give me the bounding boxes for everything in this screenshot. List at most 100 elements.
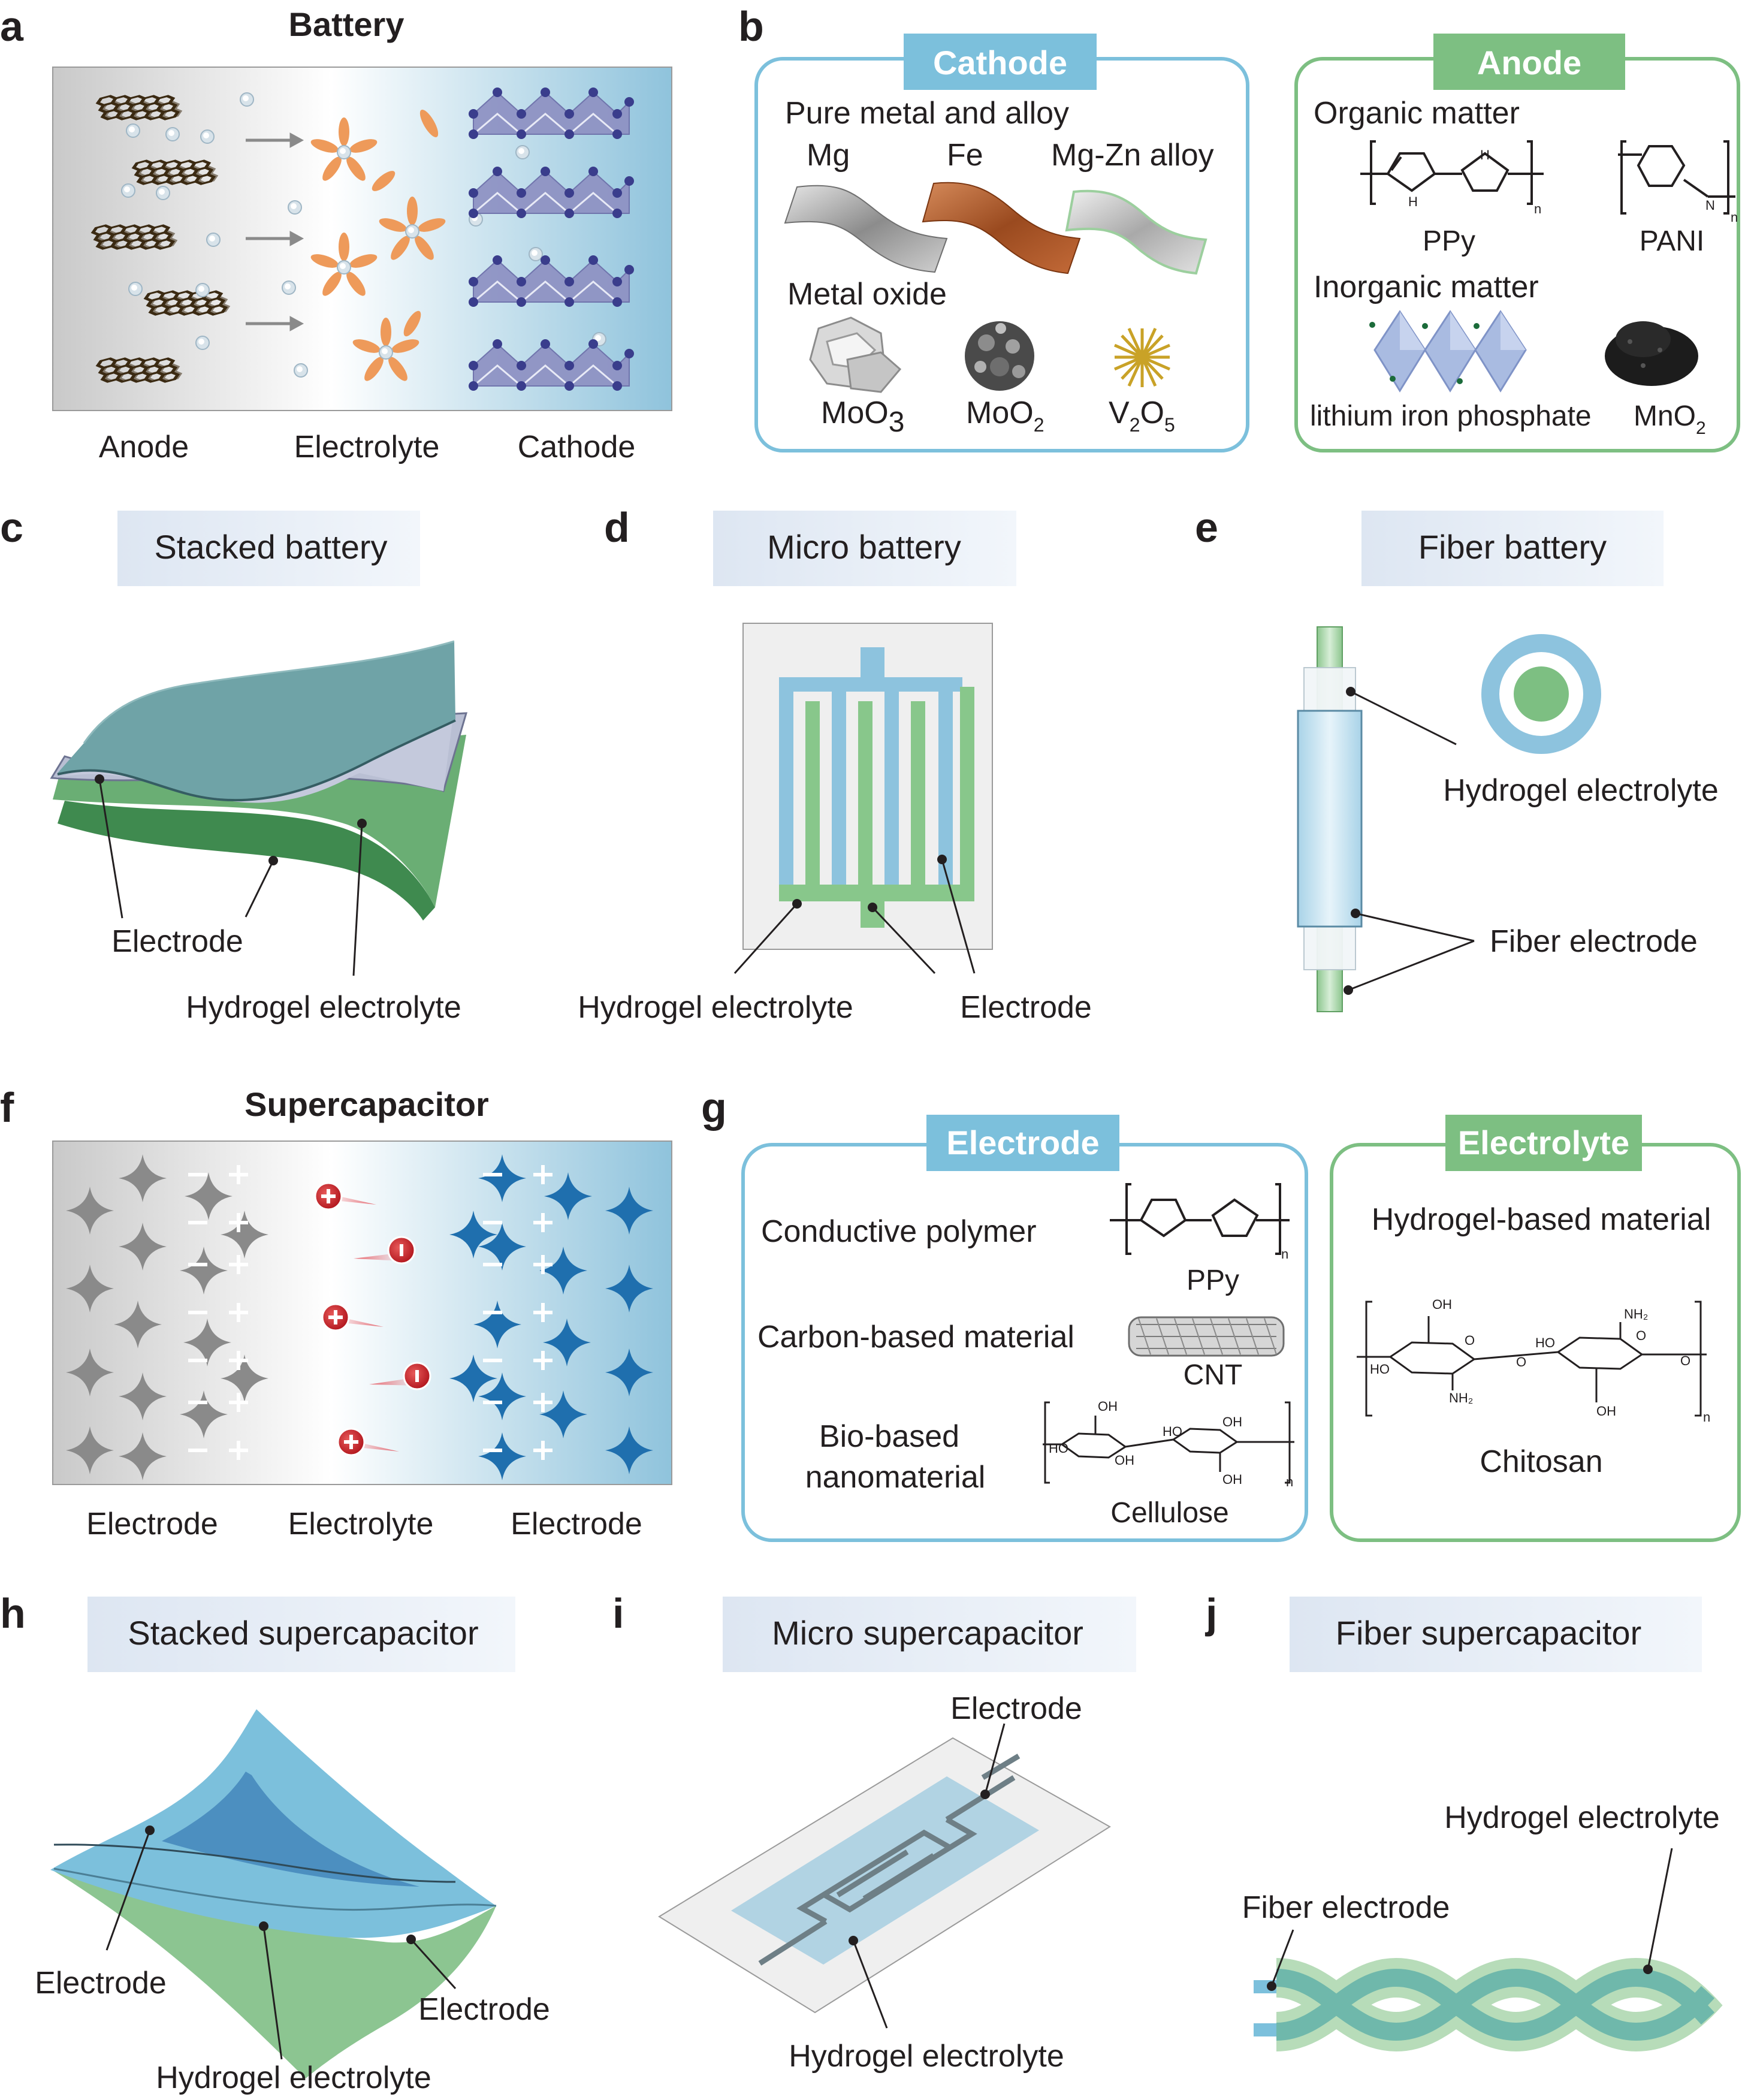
panel-letter-a: a <box>0 3 24 50</box>
sc-label-electrode-right: Electrode <box>511 1507 642 1541</box>
fiber-battery-electrode-label: Fiber electrode <box>1490 924 1698 959</box>
cellulose-oh-1: OH <box>1098 1399 1118 1414</box>
lfp-label: lithium iron phosphate <box>1310 400 1592 432</box>
chitosan-nh2-2: NH₂ <box>1624 1307 1648 1321</box>
electrolyte-solvated-ions <box>309 110 447 384</box>
sc-cellulose-name: Cellulose <box>1110 1497 1228 1529</box>
sc-ppy-name: PPy <box>1187 1265 1239 1296</box>
metal-oxide-heading: Metal oxide <box>787 277 947 312</box>
panel-letter-j: j <box>1204 1590 1217 1637</box>
fiber-battery-outer-electrode <box>1297 710 1363 928</box>
fiber-sc-core-strand-2 <box>1276 1968 1715 2041</box>
cellulose-oh-3: OH <box>1222 1414 1242 1429</box>
pani-n-subscript: n <box>1731 210 1738 225</box>
stacked-sc-header-bg <box>87 1597 515 1672</box>
panel-h: h Stacked supercapacitor Electrode Elect… <box>0 1590 550 2095</box>
fiber-sc-leaders <box>1270 1848 1673 1987</box>
panel-letter-d: d <box>604 504 630 551</box>
chitosan-o-4: O <box>1680 1353 1690 1368</box>
moo2-particle <box>965 321 1034 391</box>
stacked-battery-teal-edge <box>57 719 456 802</box>
sc-carbon-material: Carbon-based material <box>757 1320 1074 1354</box>
panel-i: i Micro supercapacitor Electrode Hydroge… <box>612 1590 1136 2074</box>
micro-sc-electrodes <box>758 1754 1021 1966</box>
sc-electrode-header-bg <box>926 1115 1119 1171</box>
label-electrolyte: Electrolyte <box>294 430 440 464</box>
cathode-header: Cathode <box>933 44 1067 82</box>
panel-letter-b: b <box>738 3 764 50</box>
micro-sc-header-bg <box>723 1597 1136 1672</box>
stacked-sc-electrode-label-2: Electrode <box>418 1992 550 2027</box>
fiber-sc-electrode-label: Fiber electrode <box>1242 1890 1450 1925</box>
chitosan-n: n <box>1703 1410 1710 1425</box>
sc-bio-based: Bio-based <box>819 1419 959 1454</box>
panel-letter-g: g <box>701 1084 727 1131</box>
micro-battery-green-electrode <box>779 687 974 928</box>
sc-cnt-name: CNT <box>1184 1359 1243 1391</box>
sc-chitosan-name: Chitosan <box>1480 1444 1602 1479</box>
panel-e: e Fiber battery Hydrogel electrolyte Fib… <box>1195 504 1719 1012</box>
micro-battery-header-bg <box>713 511 1016 586</box>
micro-sc-header: Micro supercapacitor <box>772 1614 1083 1652</box>
pani-name: PANI <box>1640 225 1704 257</box>
chitosan-o-3: O <box>1636 1328 1646 1343</box>
fiber-sc-hydrogel-label: Hydrogel electrolyte <box>1444 1800 1720 1835</box>
sc-ppy-structure <box>1110 1183 1290 1255</box>
ppy-nh-1: H <box>1408 194 1418 209</box>
cnt-tube <box>1128 1316 1285 1357</box>
micro-sc-hydrogel-area <box>731 1776 1039 1965</box>
ppy-nh-2: H <box>1480 147 1490 162</box>
panel-letter-h: h <box>0 1590 26 1637</box>
stacked-sc-top-edge <box>53 1843 456 1883</box>
chitosan-o-1: O <box>1465 1333 1475 1348</box>
ion-migration-arrows <box>246 132 304 331</box>
sc-hydrogel-heading: Hydrogel-based material <box>1372 1202 1711 1237</box>
mg-sheet <box>784 185 948 273</box>
supercapacitor-title: Supercapacitor <box>244 1085 489 1123</box>
fiber-sc-header-bg <box>1290 1597 1702 1672</box>
panel-d: d Micro battery Hydrogel electrolyte Ele… <box>578 504 1092 1025</box>
inorganic-heading: Inorganic matter <box>1314 270 1539 304</box>
chitosan-ho-2: HO <box>1535 1335 1555 1350</box>
cathode-header-bg <box>904 34 1097 90</box>
cellulose-oh-2: OH <box>1115 1453 1134 1468</box>
fiber-battery-header-bg <box>1361 511 1664 586</box>
micro-sc-leaders <box>852 1723 1006 2029</box>
stacked-battery-green-edge <box>58 801 435 921</box>
anode-header: Anode <box>1477 44 1581 82</box>
sc-electrode-header: Electrode <box>946 1124 1099 1161</box>
fiber-sc-core-strand-1 <box>1276 1968 1715 2041</box>
v2o5-fibers <box>1114 327 1170 387</box>
micro-sc-electrode-label: Electrode <box>950 1691 1082 1726</box>
stacked-sc-leaders <box>105 1830 457 2060</box>
panel-j: j Fiber supercapacitor Fiber electrode H… <box>1204 1590 1723 2052</box>
pani-nh: N <box>1705 198 1715 213</box>
left-electrode-charges <box>188 1165 248 1460</box>
anode-header-bg <box>1433 34 1625 90</box>
fe-sheet <box>922 182 1081 274</box>
oxide-v2o5: V2O5 <box>1109 396 1175 436</box>
metal-mg-zn: Mg-Zn alloy <box>1051 138 1214 173</box>
cellulose-n: n <box>1286 1474 1293 1489</box>
ppy-name: PPy <box>1423 225 1475 257</box>
stacked-battery-teal-highlight <box>83 640 455 744</box>
cellulose-ho-2: HO <box>1163 1424 1182 1439</box>
label-cathode: Cathode <box>518 430 636 464</box>
stacked-sc-dark-blue-layer <box>162 1772 419 1887</box>
sc-ppy-n: n <box>1281 1247 1288 1262</box>
sc-label-electrode-left: Electrode <box>86 1507 218 1541</box>
fiber-battery-header: Fiber battery <box>1418 528 1607 566</box>
label-anode: Anode <box>99 430 189 464</box>
moo3-crystal <box>809 316 902 393</box>
panel-letter-f: f <box>0 1084 14 1131</box>
chitosan-ho-1: HO <box>1370 1362 1390 1377</box>
sc-label-electrolyte: Electrolyte <box>288 1507 434 1541</box>
pani-structure <box>1618 140 1735 215</box>
micro-battery-header: Micro battery <box>767 528 961 566</box>
chitosan-o-2: O <box>1516 1354 1526 1369</box>
panel-b: b Cathode Pure metal and alloy Mg Fe Mg-… <box>738 3 1740 452</box>
chitosan-oh-1: OH <box>1432 1297 1452 1312</box>
stacked-sc-electrode-label-1: Electrode <box>35 1966 167 2001</box>
micro-battery-leaders <box>733 859 976 974</box>
